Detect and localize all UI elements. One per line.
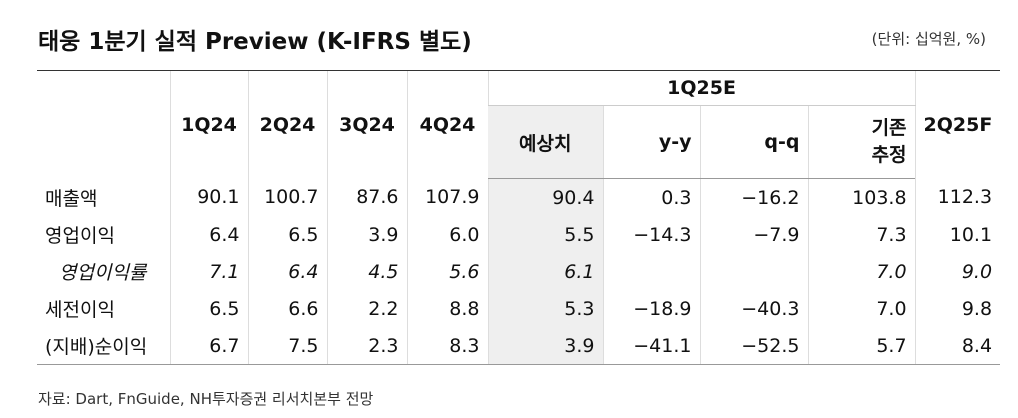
cell: 103.8 [807, 178, 916, 216]
column-header: 기존 추정 [807, 105, 916, 179]
cell: 5.5 [487, 216, 603, 253]
row-label: 매출액 [45, 187, 98, 210]
cell: 7.0 [807, 253, 916, 290]
header-row: 예상치 y-y q-q 기존 추정 [37, 105, 1000, 179]
cell: 9.8 [914, 290, 1001, 327]
cell: 6.4 [169, 216, 248, 253]
data-row: 매출액 90.1 100.7 87.6 107.9 90.4 0.3 −16.2 103.8 11… [37, 178, 1001, 216]
cell: 6.1 [487, 253, 603, 290]
cell: 8.4 [914, 327, 1001, 365]
column-header: 3Q24 [326, 70, 407, 179]
cell: 87.6 [326, 178, 407, 216]
cell: 0.3 [602, 178, 700, 216]
header-row: 1Q24 2Q24 3Q24 4Q24 1Q25E 2Q25F [37, 70, 1001, 179]
column-header: 예상치 [488, 105, 603, 179]
cell: −40.3 [699, 290, 808, 327]
row-label: 영업이익 [45, 225, 115, 247]
cell: 3.9 [487, 327, 603, 365]
column-header: 1Q24 [169, 70, 248, 179]
cell: 5.3 [487, 290, 603, 327]
cell: −16.2 [699, 178, 808, 216]
cell [602, 253, 700, 290]
cell: 2.3 [326, 327, 407, 365]
data-row: (지배)순이익 6.7 7.5 2.3 8.3 3.9 −41.1 −52.5 5.7 8.4 [37, 327, 1001, 365]
cell: −7.9 [699, 216, 808, 253]
table-head: 1Q24 2Q24 3Q24 4Q24 1Q25E 2Q25F 예상치 y-y q-q 기존 추정 [37, 70, 1001, 179]
title: 태웅 1분기 실적 Preview (K-IFRS 별도) [38, 29, 472, 55]
cell: 7.5 [247, 327, 327, 365]
cell: −41.1 [602, 327, 700, 365]
data-row: 영업이익률 7.1 6.4 4.5 5.6 6.1 7.0 9.0 [37, 253, 1001, 290]
cell: 3.9 [326, 216, 407, 253]
corner-cell [37, 70, 170, 179]
cell: 8.8 [406, 290, 488, 327]
group-header: 1Q25E [487, 70, 916, 106]
cell: 5.7 [807, 327, 916, 365]
cell: 8.3 [406, 327, 488, 365]
cell: 90.4 [487, 178, 603, 216]
cell: 100.7 [247, 178, 327, 216]
unit-note: (단위: 십억원, %) [871, 30, 986, 48]
cell: 6.6 [247, 290, 327, 327]
cell: 90.1 [169, 178, 248, 216]
source: 자료: Dart, FnGuide, NH투자증권 리서치본부 전망 [38, 390, 374, 408]
row-label: 세전이익 [45, 299, 115, 321]
cell: 107.9 [406, 178, 488, 216]
column-header: q-q [699, 105, 808, 179]
cell: 6.7 [169, 327, 248, 365]
row-label: (지배)순이익 [37, 327, 170, 365]
data-row: 영업이익 6.4 6.5 3.9 6.0 5.5 −14.3 −7.9 7.3 10.1 [37, 216, 1001, 253]
cell: 9.0 [914, 253, 1001, 290]
cell: 6.4 [247, 253, 327, 290]
table-body: 매출액 90.1 100.7 87.6 107.9 90.4 0.3 −16.2 103.8 11… [37, 178, 1001, 365]
cell: 6.0 [406, 216, 488, 253]
cell: −18.9 [602, 290, 700, 327]
cell [699, 253, 808, 290]
column-header: 2Q24 [247, 70, 327, 179]
earnings-table: 1Q24 2Q24 3Q24 4Q24 1Q25E 2Q25F 예상치 y-y q-q 기존 추정… [37, 70, 1001, 365]
cell: −14.3 [602, 216, 700, 253]
cell: 6.5 [247, 216, 327, 253]
row-label: 영업이익률 [59, 262, 147, 284]
cell: 112.3 [914, 178, 1001, 216]
cell: 4.5 [326, 253, 407, 290]
cell: 7.1 [169, 253, 248, 290]
cell: 6.5 [169, 290, 248, 327]
data-row: 세전이익 6.5 6.6 2.2 8.8 5.3 −18.9 −40.3 7.0 9.8 [37, 290, 1001, 327]
cell: −52.5 [699, 327, 808, 365]
column-header: 2Q25F [914, 70, 1001, 179]
cell: 5.6 [406, 253, 488, 290]
cell: 10.1 [914, 216, 1001, 253]
cell: 7.0 [807, 290, 916, 327]
column-header: 4Q24 [406, 70, 488, 179]
column-header: y-y [602, 105, 700, 179]
cell: 2.2 [326, 290, 407, 327]
cell: 7.3 [807, 216, 916, 253]
